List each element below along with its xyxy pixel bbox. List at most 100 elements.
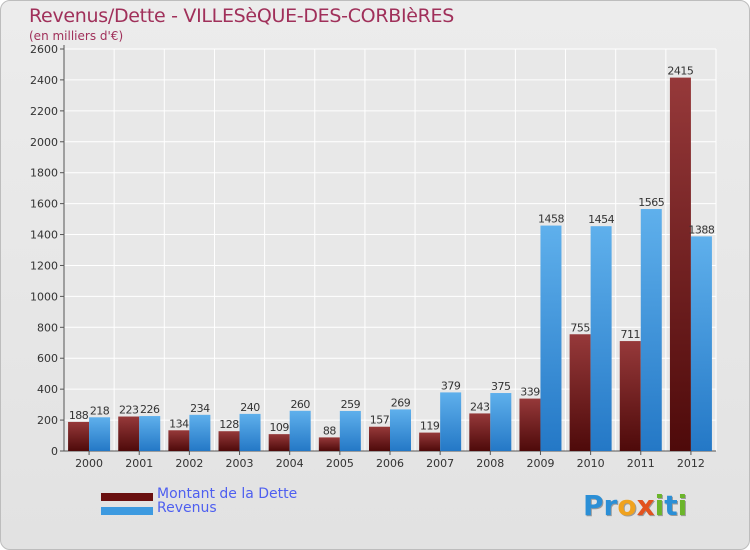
logo-letter: r — [603, 489, 618, 522]
y-tick-label: 2200 — [30, 105, 58, 118]
bar-dette — [369, 426, 390, 451]
bar-revenus — [490, 393, 512, 451]
x-tick-label: 2000 — [75, 457, 103, 470]
value-label-dette: 188 — [69, 409, 89, 422]
value-label-dette: 339 — [520, 386, 540, 399]
y-tick-label: 200 — [37, 414, 58, 427]
value-label-revenus: 234 — [190, 402, 210, 415]
x-tick-label: 2006 — [376, 457, 404, 470]
bar-dette — [419, 432, 441, 451]
bar-dette — [218, 431, 240, 451]
plot-background — [64, 49, 716, 451]
y-tick-label: 1800 — [30, 167, 58, 180]
logo-letter: P — [583, 489, 604, 522]
bar-dette — [519, 398, 541, 451]
value-label-revenus: 259 — [341, 398, 361, 411]
bar-revenus — [390, 409, 411, 451]
value-label-dette: 711 — [621, 328, 641, 341]
bar-revenus — [289, 410, 311, 451]
value-label-revenus: 218 — [90, 404, 110, 417]
value-label-dette: 223 — [119, 404, 139, 417]
x-tick-label: 2010 — [577, 457, 605, 470]
logo-letter: x — [636, 489, 655, 522]
y-tick-label: 600 — [37, 352, 58, 365]
logo-letter: i — [677, 489, 688, 522]
value-label-revenus: 240 — [240, 401, 260, 414]
y-tick-label: 800 — [37, 321, 58, 334]
value-label-dette: 243 — [470, 400, 490, 413]
logo-letter: i — [654, 489, 665, 522]
logo-letter: o — [617, 489, 637, 522]
chart-title: Revenus/Dette - VILLESèQUE-DES-CORBIèRES — [29, 5, 455, 27]
legend-label-dette: Montant de la Dette — [157, 486, 298, 502]
axes: 0 200 400 600 800 1000 1200 1400 1600 1800 2000 220… — [30, 43, 716, 470]
chart-subtitle: (en milliers d'€) — [29, 29, 124, 43]
x-tick-label: 2002 — [175, 457, 203, 470]
bar-dette — [318, 437, 340, 451]
bar-dette — [118, 416, 140, 451]
y-tick-label: 1000 — [30, 290, 58, 303]
logo-letter: t — [664, 489, 678, 522]
value-label-dette: 134 — [169, 417, 189, 430]
bar-revenus — [540, 225, 562, 451]
x-tick-label: 2007 — [426, 457, 454, 470]
value-label-dette: 88 — [323, 424, 336, 437]
y-tick-label: 2000 — [30, 136, 58, 149]
bar-revenus — [339, 410, 361, 451]
value-label-dette: 157 — [370, 414, 390, 427]
y-tick-label: 2600 — [30, 43, 58, 56]
grid-lines — [63, 48, 717, 452]
value-label-revenus: 379 — [441, 379, 461, 392]
bar-revenus — [690, 236, 712, 451]
y-tick-label: 400 — [37, 383, 58, 396]
bar-dette — [268, 434, 290, 451]
bar-dette — [619, 341, 641, 451]
value-label-revenus: 1454 — [588, 213, 614, 226]
bar-dette — [168, 430, 190, 451]
value-label-revenus: 1388 — [688, 223, 714, 236]
bar-revenus — [89, 417, 111, 451]
y-tick-label: 1400 — [30, 229, 58, 242]
x-tick-label: 2001 — [125, 457, 153, 470]
value-label-dette: 109 — [269, 421, 289, 434]
bar-dette — [469, 413, 491, 451]
proxiti-logo: Proxiti — [583, 489, 687, 522]
x-tick-label: 2011 — [627, 457, 655, 470]
y-tick-label: 1200 — [30, 259, 58, 272]
bar-revenus — [640, 209, 662, 451]
bar-revenus — [590, 226, 612, 451]
x-tick-label: 2012 — [677, 457, 705, 470]
x-tick-label: 2004 — [276, 457, 304, 470]
bars — [68, 77, 712, 451]
value-label-dette: 128 — [219, 418, 239, 431]
x-tick-label: 2005 — [326, 457, 354, 470]
value-label-revenus: 1458 — [538, 213, 564, 226]
y-tick-label: 2400 — [30, 74, 58, 87]
legend-label-revenus: Revenus — [157, 500, 217, 516]
x-tick-label: 2003 — [226, 457, 254, 470]
legend-swatch-dette — [101, 493, 153, 501]
x-tick-label: 2008 — [476, 457, 504, 470]
bar-revenus — [139, 416, 161, 451]
bar-revenus — [189, 414, 211, 451]
y-tick-label: 0 — [51, 445, 58, 458]
legend-swatch-revenus — [101, 507, 153, 515]
value-label-revenus: 1565 — [638, 196, 664, 209]
bar-revenus — [239, 413, 261, 451]
value-label-revenus: 269 — [391, 396, 411, 409]
value-label-dette: 2415 — [667, 65, 693, 78]
y-tick-label: 1600 — [30, 198, 58, 211]
value-label-dette: 755 — [570, 321, 590, 334]
x-tick-label: 2009 — [526, 457, 554, 470]
bar-dette — [569, 334, 591, 451]
value-label-dette: 119 — [420, 420, 440, 433]
value-label-revenus: 260 — [290, 398, 310, 411]
bar-dette — [68, 421, 90, 451]
bar-revenus — [440, 392, 462, 451]
value-label-revenus: 375 — [491, 380, 511, 393]
bar-dette — [669, 77, 691, 451]
value-label-revenus: 226 — [140, 403, 160, 416]
